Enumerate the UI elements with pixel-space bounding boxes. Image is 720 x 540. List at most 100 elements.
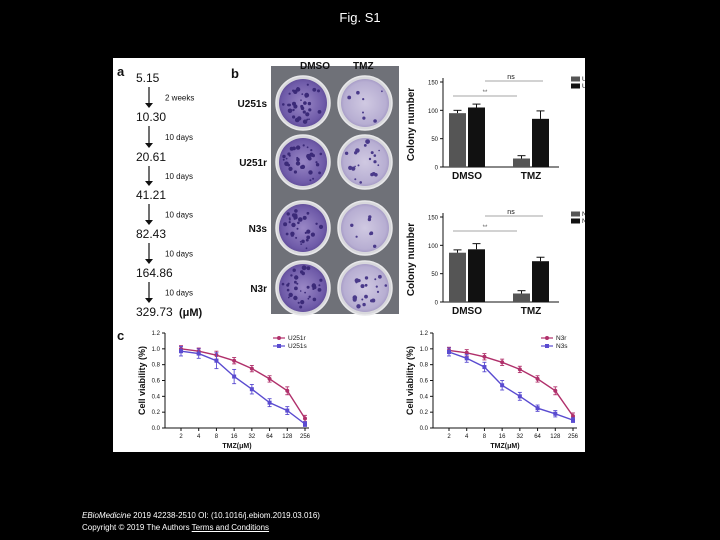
dish-stain: [279, 79, 327, 127]
y-axis-label: Colony number: [406, 223, 417, 296]
colony-dot: [370, 151, 374, 155]
colony-dot: [286, 283, 290, 287]
colony-dot: [294, 286, 298, 291]
colony-dot: [296, 87, 299, 90]
colony-dot: [299, 241, 302, 243]
citation: 2019 42238-2510 OI: (10.1016/j.ebiom.201…: [130, 511, 320, 520]
colony-dot: [374, 278, 377, 281]
colony-dot: [292, 115, 296, 119]
x-tick-label: 32: [517, 434, 524, 440]
colony-dot: [355, 235, 358, 238]
colony-dot: [281, 282, 285, 286]
colony-dot: [293, 213, 298, 218]
interval-label: 10 days: [165, 250, 193, 259]
colony-dot: [350, 223, 354, 227]
colony-dot: [368, 157, 372, 161]
y-tick-label: 100: [428, 244, 439, 250]
category-label: TMZ: [521, 171, 542, 182]
legend-marker: [277, 344, 281, 348]
bar: [468, 107, 485, 167]
data-point: [464, 356, 469, 361]
colony-dot: [299, 290, 302, 292]
colony-dot: [306, 235, 311, 240]
concentration-step: 5.15: [136, 71, 160, 85]
data-point: [571, 414, 575, 419]
colony-dot: [282, 158, 285, 161]
colony-dot: [288, 92, 291, 95]
colony-dot: [296, 282, 299, 285]
colony-dot: [367, 217, 372, 222]
concentration-step: 20.61: [136, 150, 166, 164]
step-arrowhead: [145, 181, 153, 186]
step-arrowhead: [145, 220, 153, 225]
data-point: [232, 374, 237, 379]
y-tick-label: 0.4: [420, 394, 429, 400]
colony-dot: [294, 275, 299, 280]
colony-dot: [288, 154, 291, 157]
colony-dot: [362, 302, 366, 307]
colony-dot: [302, 110, 306, 114]
colony-dot: [362, 111, 364, 114]
colony-dot: [296, 227, 299, 230]
significance-label: ns: [507, 209, 515, 216]
terms-link[interactable]: Terms and Conditions: [191, 523, 270, 532]
x-tick-label: 2: [447, 434, 451, 440]
colony-dot: [300, 243, 303, 246]
series-line: [180, 348, 306, 419]
colony-dot: [317, 89, 320, 93]
legend-label: U251r: [288, 335, 307, 342]
colony-dot: [354, 165, 356, 168]
colony-dot: [288, 218, 291, 221]
colony-dot: [315, 163, 320, 167]
y-tick-label: 0.0: [420, 426, 429, 432]
dish-stain: [341, 79, 389, 127]
concentration-step: 329.73: [136, 305, 173, 319]
colony-dot: [312, 297, 317, 302]
colony-dot: [360, 284, 365, 289]
colony-dot: [292, 268, 296, 272]
colony-dot: [312, 287, 315, 290]
colony-dot: [351, 166, 356, 171]
data-point: [517, 367, 522, 372]
y-tick-label: 150: [428, 216, 439, 222]
colony-dot: [295, 161, 301, 166]
x-tick-label: 8: [215, 434, 219, 440]
step-arrowhead: [145, 103, 153, 108]
col-header-dmso: DMSO: [300, 61, 330, 72]
footer: EBioMedicine 2019 42238-2510 OI: (10.101…: [82, 510, 320, 534]
colony-dot: [300, 300, 305, 305]
colony-dot: [307, 297, 310, 300]
legend-marker: [545, 336, 549, 340]
colony-dot: [303, 101, 307, 105]
legend-label: N3r: [582, 218, 585, 225]
colony-dot: [381, 90, 383, 93]
colony-dot: [307, 101, 312, 106]
colony-dot: [311, 154, 315, 158]
data-point: [249, 366, 254, 371]
x-tick-label: 256: [568, 434, 579, 440]
interval-label: 10 days: [165, 133, 193, 142]
bar: [532, 261, 549, 302]
colony-dot: [291, 234, 294, 237]
colony-dot: [371, 298, 376, 303]
step-arrowhead: [145, 259, 153, 264]
colony-dot: [282, 103, 285, 106]
data-point: [285, 408, 290, 413]
legend-label: N3r: [556, 335, 567, 342]
category-label: DMSO: [452, 306, 482, 317]
colony-dot: [319, 152, 323, 156]
colony-dot: [356, 304, 361, 309]
y-tick-label: 1.2: [152, 331, 161, 337]
x-tick-label: 128: [282, 434, 293, 440]
col-header-tmz: TMZ: [353, 61, 374, 72]
y-tick-label: 0: [435, 301, 439, 307]
colony-dot: [287, 152, 291, 156]
colony-dot: [300, 164, 306, 169]
significance-label: ns: [507, 74, 515, 81]
series-line: [448, 351, 574, 421]
y-tick-label: 0.2: [420, 410, 429, 416]
row-label: U251r: [239, 158, 267, 169]
colony-dot: [364, 276, 369, 280]
colony-dot: [304, 92, 310, 98]
colony-dot: [284, 161, 289, 167]
